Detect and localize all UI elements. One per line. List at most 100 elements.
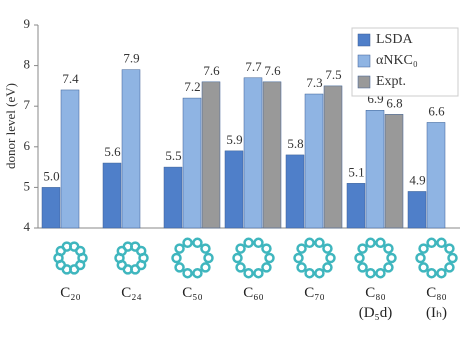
x-tick-label: C₈₀ (D₅d) (358, 285, 393, 321)
atom-ring (357, 243, 368, 254)
atom-ring (354, 252, 365, 264)
value-label: 5.1 (348, 164, 364, 179)
bar (224, 150, 244, 229)
atom-ring (261, 262, 272, 273)
atom-ring (261, 243, 272, 254)
value-label: 5.0 (43, 168, 59, 183)
legend-label: Expt. (376, 74, 406, 89)
atom-ring (436, 237, 447, 249)
x-tick-label: C₂₀ (60, 285, 81, 301)
atom-ring (243, 267, 254, 279)
bar (384, 114, 404, 229)
bar (60, 89, 80, 229)
molecule-icon (293, 237, 336, 279)
y-tick-label: 5 (24, 178, 31, 193)
legend-swatch (357, 75, 371, 89)
legend-label: LSDA (376, 32, 413, 47)
atom-ring (182, 267, 193, 279)
atom-ring (426, 267, 437, 279)
atom-ring (182, 237, 193, 249)
bar (323, 85, 343, 229)
bar (41, 187, 61, 229)
atom-ring (253, 267, 264, 279)
atom-ring (174, 262, 185, 273)
atom-ring (418, 243, 429, 254)
value-label: 7.2 (184, 79, 200, 94)
bar (201, 81, 221, 229)
atom-ring (365, 237, 376, 249)
atom-ring (447, 252, 458, 264)
value-label: 7.5 (325, 67, 341, 82)
atom-ring (243, 237, 254, 249)
atom-ring (418, 262, 429, 273)
atom-ring (375, 237, 386, 249)
legend-label: αNKC₀ (376, 53, 418, 68)
bar (346, 183, 366, 229)
atom-ring (200, 243, 211, 254)
atom-ring (357, 262, 368, 273)
x-tick-label: C₂₄ (121, 285, 142, 301)
atom-ring (293, 252, 304, 264)
atom-ring (444, 243, 455, 254)
atom-ring (314, 267, 325, 279)
value-label: 6.8 (386, 95, 402, 110)
bar (262, 81, 282, 229)
value-label: 7.9 (123, 51, 139, 66)
atom-ring (436, 267, 447, 279)
x-tick-label: C₇₀ (304, 285, 325, 301)
value-label: 7.7 (245, 59, 262, 74)
atom-ring (304, 267, 315, 279)
molecule-icon (171, 237, 214, 279)
bar (163, 166, 183, 229)
atom-ring (192, 267, 203, 279)
atom-ring (203, 252, 214, 264)
atom-ring (200, 262, 211, 273)
molecule-icon (415, 237, 458, 279)
atom-ring (365, 267, 376, 279)
y-axis-label: donor level (eV) (3, 83, 18, 169)
molecule-icon (232, 237, 275, 279)
value-label: 5.5 (165, 148, 181, 163)
bar (304, 93, 324, 229)
molecule-icon (114, 241, 149, 275)
atom-ring (174, 243, 185, 254)
atom-ring (415, 252, 426, 264)
atom-ring (232, 252, 243, 264)
bar (426, 122, 446, 229)
y-tick-label: 7 (24, 97, 31, 112)
atom-ring (74, 245, 86, 257)
atom-ring (383, 262, 394, 273)
value-label: 4.9 (409, 172, 425, 187)
atom-ring (135, 245, 147, 257)
legend-swatch (357, 54, 371, 68)
value-label: 7.4 (62, 71, 79, 86)
x-tick-label: C₈₀ (Iₕ) (425, 285, 448, 321)
atom-ring (296, 262, 307, 273)
bar (121, 69, 141, 229)
atom-ring (304, 237, 315, 249)
value-label: 5.8 (287, 136, 303, 151)
value-label: 6.6 (428, 103, 445, 118)
y-tick-label: 8 (24, 57, 31, 72)
x-tick-label: C₅₀ (182, 285, 203, 301)
atom-ring (322, 243, 333, 254)
atom-ring (375, 267, 386, 279)
value-label: 7.6 (203, 63, 220, 78)
bar (407, 191, 427, 229)
bar (365, 110, 385, 229)
value-label: 5.9 (226, 132, 242, 147)
atom-ring (192, 237, 203, 249)
atom-ring (426, 237, 437, 249)
atom-ring (235, 243, 246, 254)
atom-ring (264, 252, 275, 264)
value-label: 7.6 (264, 63, 281, 78)
legend-swatch (357, 33, 371, 47)
y-tick-label: 4 (24, 219, 31, 234)
atom-ring (444, 262, 455, 273)
atom-ring (383, 243, 394, 254)
y-tick-label: 9 (24, 16, 31, 31)
bar (243, 77, 263, 229)
atom-ring (386, 252, 397, 264)
